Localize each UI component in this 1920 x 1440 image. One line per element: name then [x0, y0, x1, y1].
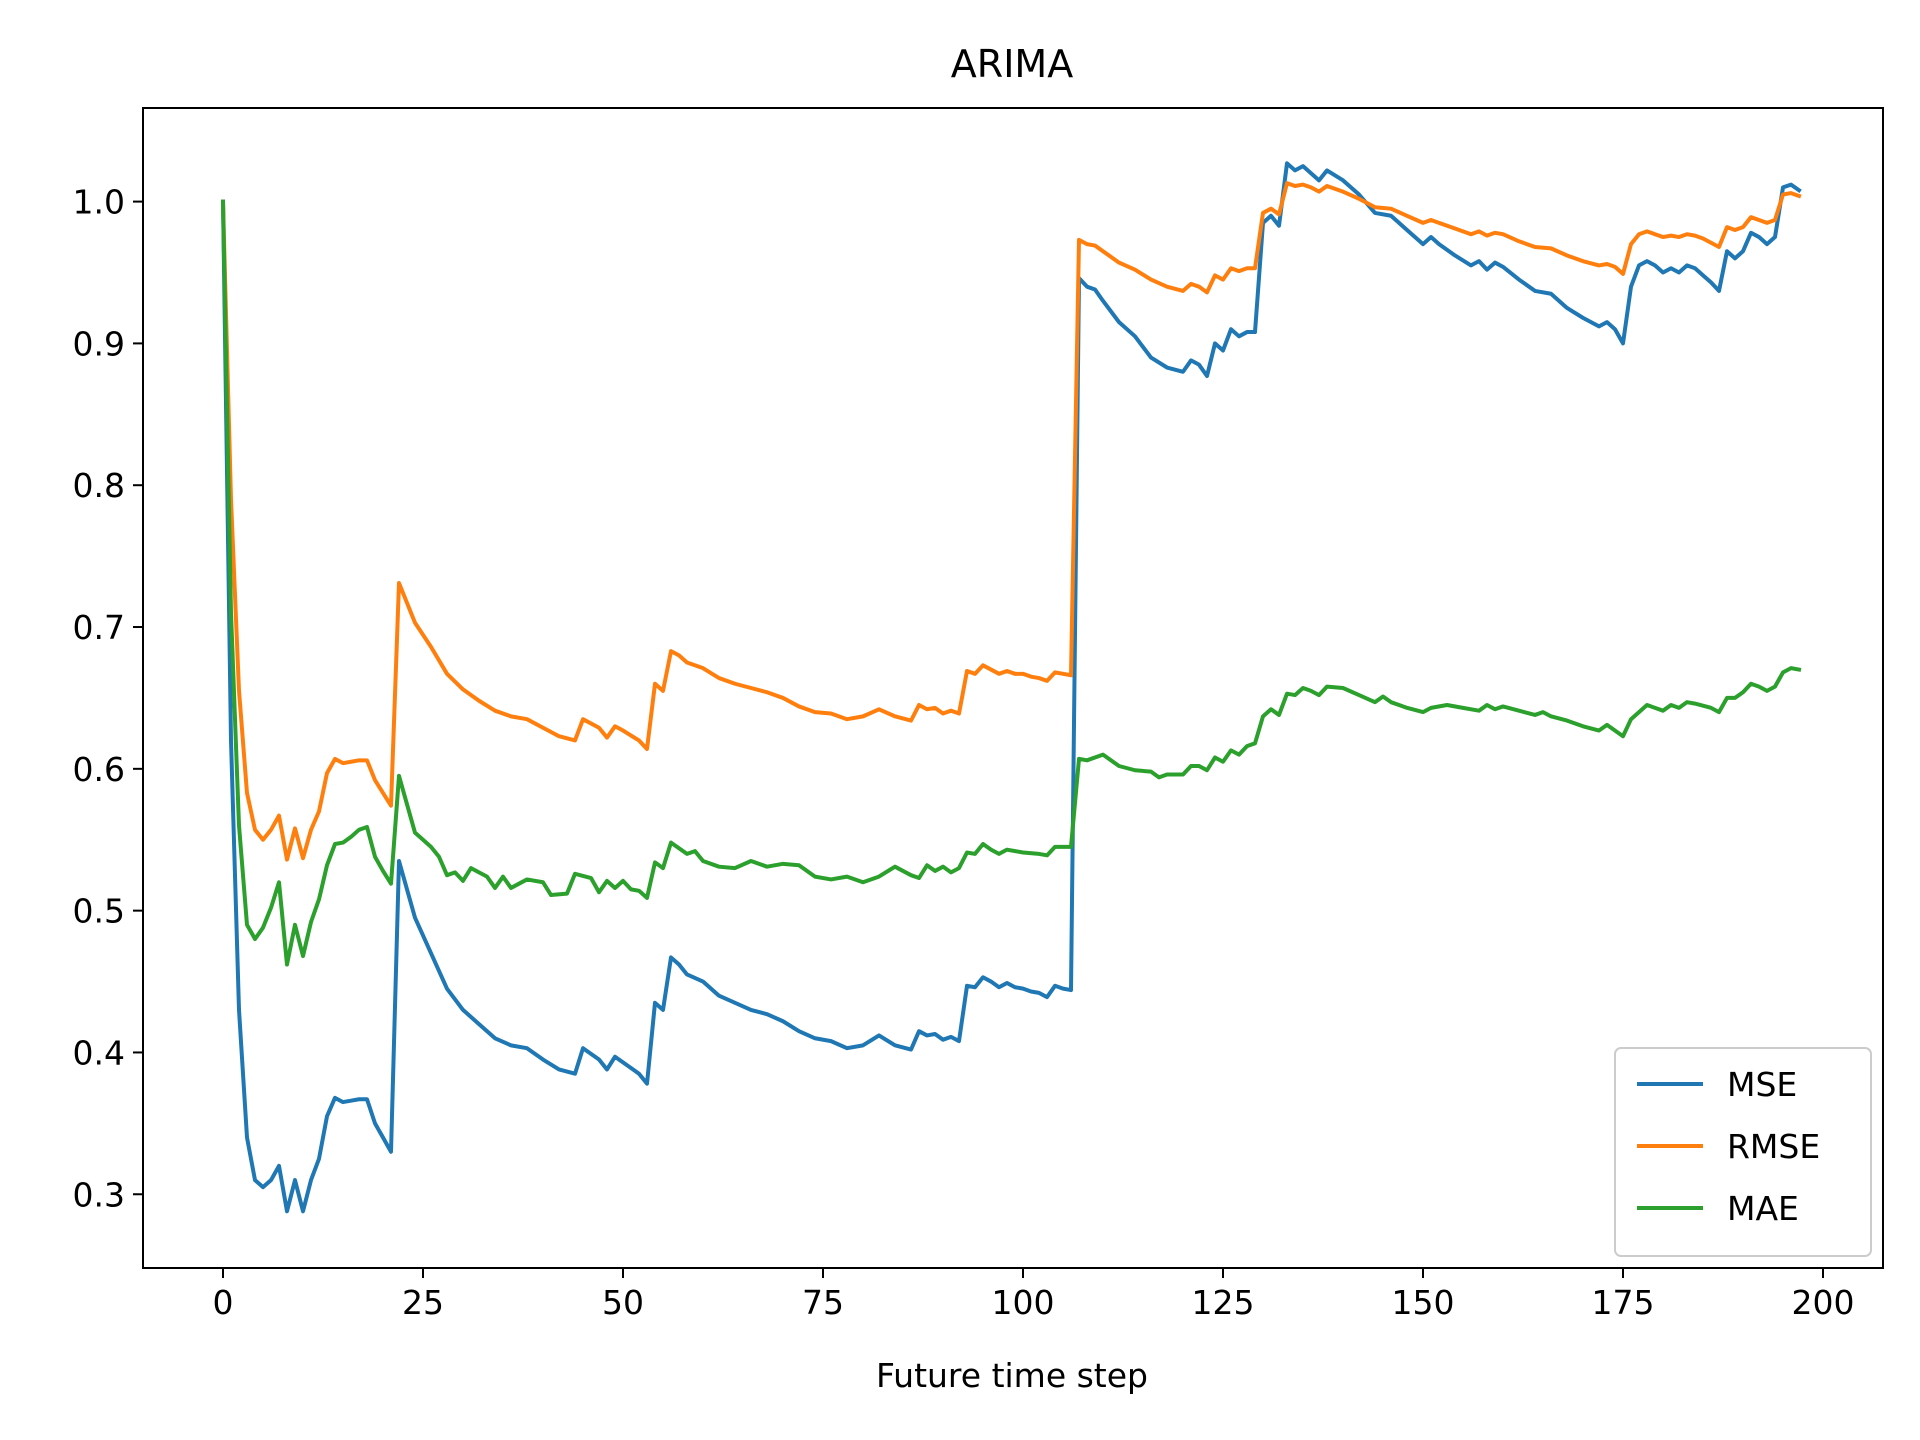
legend-label-mse: MSE [1727, 1065, 1797, 1104]
y-tick-label: 0.5 [73, 892, 125, 931]
series-line-mse [220, 161, 1802, 1214]
legend[interactable]: MSE RMSE MAE [1614, 1047, 1872, 1257]
y-tick-label: 1.0 [73, 183, 125, 222]
y-tick-label: 0.4 [73, 1033, 125, 1072]
x-tick-label: 25 [402, 1283, 444, 1322]
y-tick-label: 0.8 [73, 466, 125, 505]
x-axis-label: Future time step [876, 1356, 1148, 1395]
legend-box [1614, 1047, 1872, 1257]
series-line-mae [220, 199, 1802, 967]
y-tick-label: 0.3 [73, 1175, 125, 1214]
plot-frame [142, 107, 1884, 1269]
x-tick-label: 200 [1792, 1283, 1855, 1322]
y-tick-label: 0.9 [73, 324, 125, 363]
series-line-rmse [220, 181, 1802, 862]
x-tick-label: 175 [1592, 1283, 1655, 1322]
y-tick-label: 0.6 [73, 750, 125, 789]
y-tick-label: 0.7 [73, 608, 125, 647]
y-axis: 0.3 0.4 0.5 0.6 0.7 0.8 0.9 1.0 [73, 183, 143, 1214]
x-tick-label: 75 [802, 1283, 844, 1322]
plot-lines [220, 161, 1802, 1214]
legend-label-rmse: RMSE [1727, 1127, 1820, 1166]
x-axis: 0 25 50 75 100 125 150 175 200 [213, 1268, 1855, 1322]
x-tick-label: 150 [1392, 1283, 1455, 1322]
chart-title: ARIMA [951, 42, 1073, 86]
x-tick-label: 125 [1192, 1283, 1255, 1322]
x-tick-label: 100 [992, 1283, 1055, 1322]
legend-label-mae: MAE [1727, 1189, 1799, 1228]
x-tick-label: 50 [602, 1283, 644, 1322]
x-tick-label: 0 [213, 1283, 234, 1322]
